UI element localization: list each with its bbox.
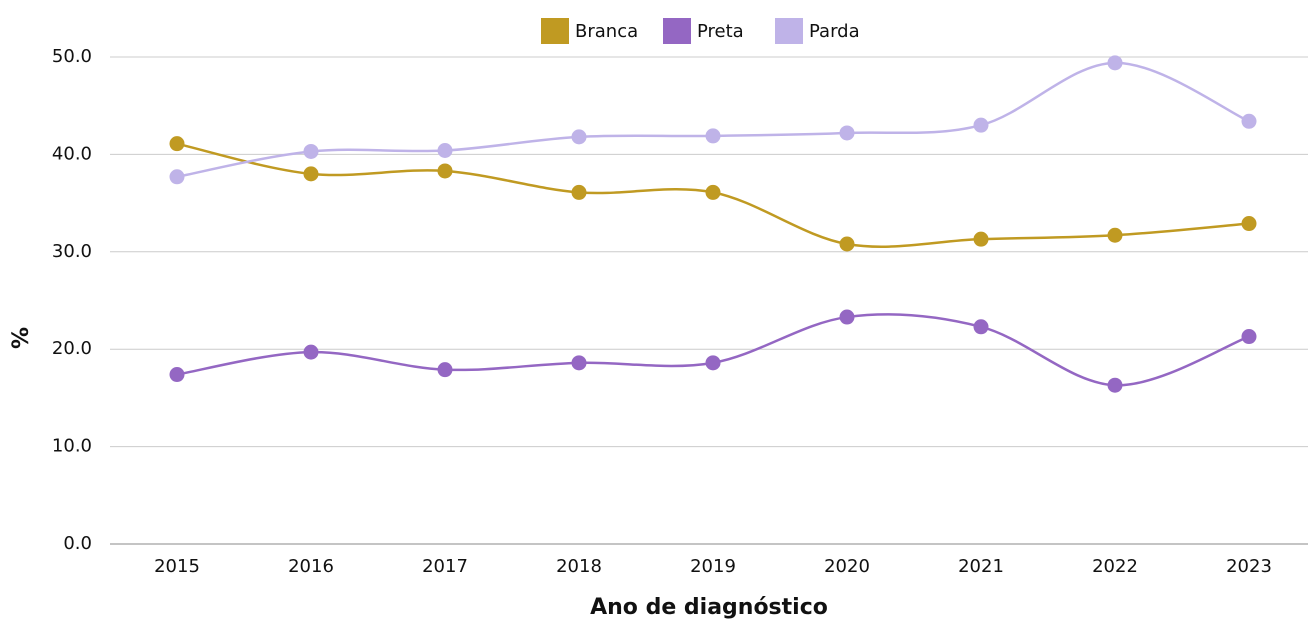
x-tick-label: 2016	[288, 556, 334, 577]
x-tick-label: 2022	[1092, 556, 1138, 577]
data-point	[437, 362, 453, 378]
y-tick-label: 50.0	[52, 46, 92, 67]
y-tick-label: 30.0	[52, 241, 92, 262]
data-point	[169, 367, 185, 383]
legend-swatch	[663, 18, 691, 44]
x-tick-label: 2019	[690, 556, 736, 577]
series-line	[176, 313, 1250, 387]
y-tick-label: 10.0	[52, 436, 92, 457]
data-point	[705, 184, 721, 200]
data-point	[303, 166, 319, 182]
legend-swatch	[775, 18, 803, 44]
y-axis-title: %	[9, 327, 34, 349]
data-point	[303, 344, 319, 360]
data-point	[169, 169, 185, 185]
data-point	[437, 143, 453, 159]
data-point	[973, 231, 989, 247]
series-line	[176, 61, 1250, 179]
y-tick-label: 20.0	[52, 338, 92, 359]
data-point	[571, 184, 587, 200]
data-point	[571, 355, 587, 371]
data-point	[1107, 377, 1123, 393]
data-point	[705, 355, 721, 371]
x-axis-title: Ano de diagnóstico	[590, 595, 828, 620]
legend-label: Branca	[575, 21, 638, 42]
data-point	[1107, 55, 1123, 71]
data-point	[839, 125, 855, 141]
data-point	[973, 117, 989, 133]
y-tick-label: 40.0	[52, 143, 92, 164]
x-tick-label: 2015	[154, 556, 200, 577]
data-point	[1241, 216, 1257, 232]
data-point	[839, 236, 855, 252]
x-tick-label: 2017	[422, 556, 468, 577]
data-point	[973, 319, 989, 335]
y-tick-label: 0.0	[63, 533, 92, 554]
data-point	[705, 128, 721, 144]
data-point	[1241, 329, 1257, 345]
x-tick-label: 2023	[1226, 556, 1272, 577]
x-tick-label: 2020	[824, 556, 870, 577]
legend-label: Preta	[697, 21, 744, 42]
x-tick-label: 2018	[556, 556, 602, 577]
x-tick-label: 2021	[958, 556, 1004, 577]
data-point	[571, 129, 587, 145]
data-point	[1107, 227, 1123, 243]
data-point	[1241, 113, 1257, 129]
data-point	[839, 309, 855, 325]
legend-swatch	[541, 18, 569, 44]
data-point	[169, 136, 185, 152]
legend-label: Parda	[809, 21, 860, 42]
data-point	[303, 143, 319, 159]
data-point	[437, 163, 453, 179]
